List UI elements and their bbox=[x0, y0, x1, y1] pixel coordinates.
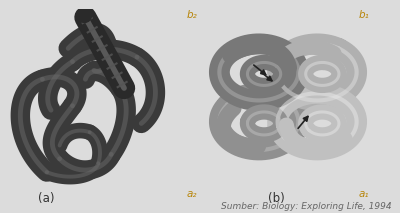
Text: a₂: a₂ bbox=[187, 189, 197, 199]
Text: b₂: b₂ bbox=[187, 10, 197, 20]
Text: a₁: a₁ bbox=[359, 189, 369, 199]
Text: (b): (b) bbox=[268, 191, 284, 205]
Text: b₁: b₁ bbox=[359, 10, 369, 20]
Text: (a): (a) bbox=[38, 191, 54, 205]
Text: Sumber: Biology: Exploring Life, 1994: Sumber: Biology: Exploring Life, 1994 bbox=[221, 202, 392, 211]
